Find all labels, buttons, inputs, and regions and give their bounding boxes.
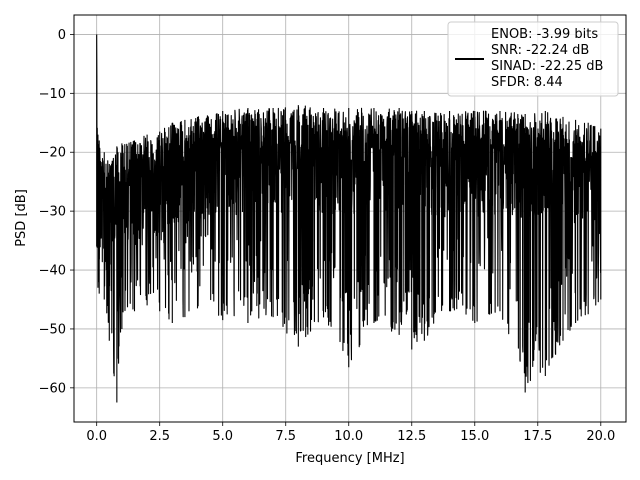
y-tick-label: −50: [39, 322, 66, 337]
legend-line-sfdr: SFDR: 8.44: [491, 75, 563, 90]
y-axis-label: PSD [dB]: [14, 189, 29, 247]
y-tick-label: −30: [39, 205, 66, 220]
y-tick-label: −10: [39, 87, 66, 102]
x-tick-label: 5.0: [212, 429, 233, 444]
x-tick-label: 17.5: [523, 429, 552, 444]
legend-line-enob: ENOB: -3.99 bits: [491, 27, 598, 42]
legend-line-snr: SNR: -22.24 dB: [491, 43, 589, 58]
x-axis-ticks: 0.0 2.5 5.0 7.5 10.0 12.5 15.0 17.5 20.0: [86, 422, 615, 444]
x-tick-label: 12.5: [397, 429, 426, 444]
psd-line: [96, 34, 602, 403]
y-tick-label: 0: [58, 28, 66, 43]
y-tick-label: −40: [39, 264, 66, 279]
psd-series: [96, 34, 602, 403]
y-axis-ticks: 0 −10 −20 −30 −40 −50 −60: [39, 28, 74, 396]
legend: ENOB: -3.99 bits SNR: -22.24 dB SINAD: -…: [447, 21, 619, 97]
plot-frame: [73, 14, 627, 423]
x-tick-label: 0.0: [86, 429, 107, 444]
x-axis-label: Frequency [MHz]: [295, 451, 404, 466]
y-tick-label: −60: [39, 381, 66, 396]
x-tick-label: 10.0: [334, 429, 363, 444]
legend-line-sinad: SINAD: -22.25 dB: [491, 59, 603, 74]
legend-box: [447, 21, 619, 97]
y-tick-label: −20: [39, 146, 66, 161]
x-tick-label: 15.0: [460, 429, 489, 444]
x-tick-label: 2.5: [149, 429, 170, 444]
x-tick-label: 7.5: [275, 429, 296, 444]
x-tick-label: 20.0: [586, 429, 615, 444]
